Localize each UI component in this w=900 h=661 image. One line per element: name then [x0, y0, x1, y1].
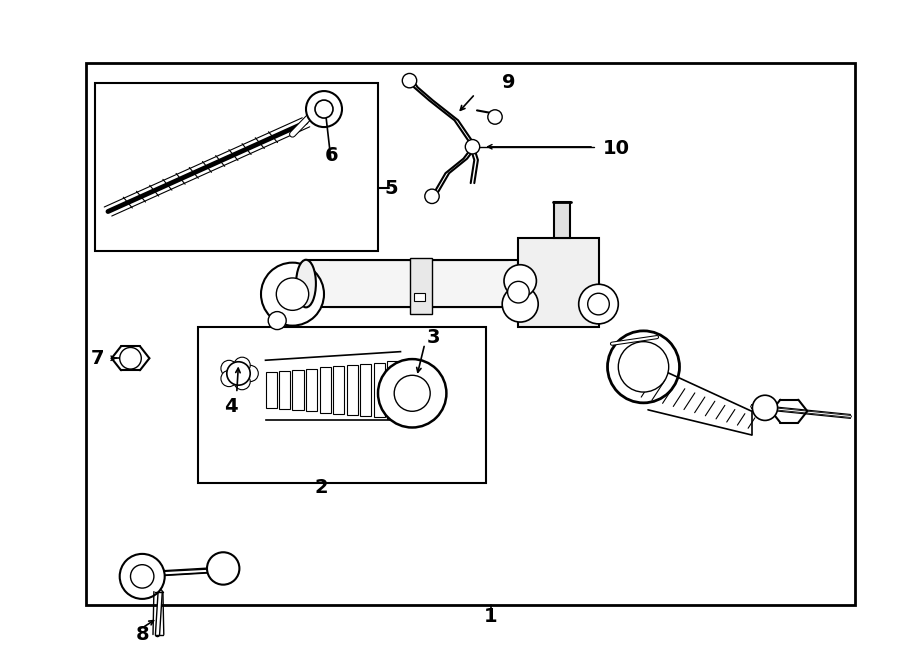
Bar: [306, 369, 318, 411]
Circle shape: [504, 264, 536, 297]
Bar: [94, 83, 378, 251]
Circle shape: [261, 262, 324, 326]
Circle shape: [618, 342, 669, 392]
Circle shape: [227, 362, 250, 385]
Ellipse shape: [296, 260, 316, 307]
Text: 7: 7: [90, 349, 104, 368]
Circle shape: [579, 284, 618, 324]
Bar: [86, 63, 855, 605]
Text: 10: 10: [603, 139, 630, 158]
Text: 2: 2: [314, 479, 328, 497]
Circle shape: [502, 286, 538, 322]
Text: 6: 6: [324, 146, 338, 165]
Circle shape: [220, 360, 237, 377]
Circle shape: [220, 370, 237, 387]
Circle shape: [378, 359, 446, 428]
Bar: [306, 260, 518, 307]
Text: 5: 5: [384, 179, 399, 198]
Circle shape: [588, 293, 609, 315]
Circle shape: [120, 554, 165, 599]
Bar: [414, 293, 425, 301]
Bar: [198, 327, 486, 483]
Circle shape: [234, 373, 250, 390]
Circle shape: [242, 366, 258, 381]
Bar: [554, 202, 570, 238]
Bar: [410, 258, 432, 314]
Circle shape: [465, 139, 480, 154]
Circle shape: [752, 395, 778, 420]
Circle shape: [402, 73, 417, 88]
Bar: [320, 368, 331, 412]
Text: 9: 9: [501, 73, 515, 92]
Bar: [387, 362, 399, 418]
Circle shape: [120, 348, 141, 369]
Text: 8: 8: [135, 625, 149, 644]
Circle shape: [425, 189, 439, 204]
Text: 4: 4: [223, 397, 238, 416]
Bar: [279, 371, 291, 409]
Circle shape: [394, 375, 430, 411]
Bar: [266, 372, 277, 408]
Circle shape: [306, 91, 342, 127]
Circle shape: [508, 282, 529, 303]
Circle shape: [130, 564, 154, 588]
Circle shape: [608, 331, 680, 403]
Circle shape: [234, 357, 250, 373]
Bar: [333, 366, 345, 414]
Circle shape: [315, 100, 333, 118]
Bar: [292, 369, 304, 410]
Text: 1: 1: [483, 607, 498, 625]
Bar: [346, 365, 358, 415]
Text: 3: 3: [428, 328, 441, 346]
Circle shape: [207, 552, 239, 585]
Circle shape: [268, 311, 286, 330]
Bar: [518, 238, 599, 327]
Circle shape: [276, 278, 309, 311]
Bar: [374, 363, 385, 417]
Circle shape: [488, 110, 502, 124]
Bar: [360, 364, 372, 416]
